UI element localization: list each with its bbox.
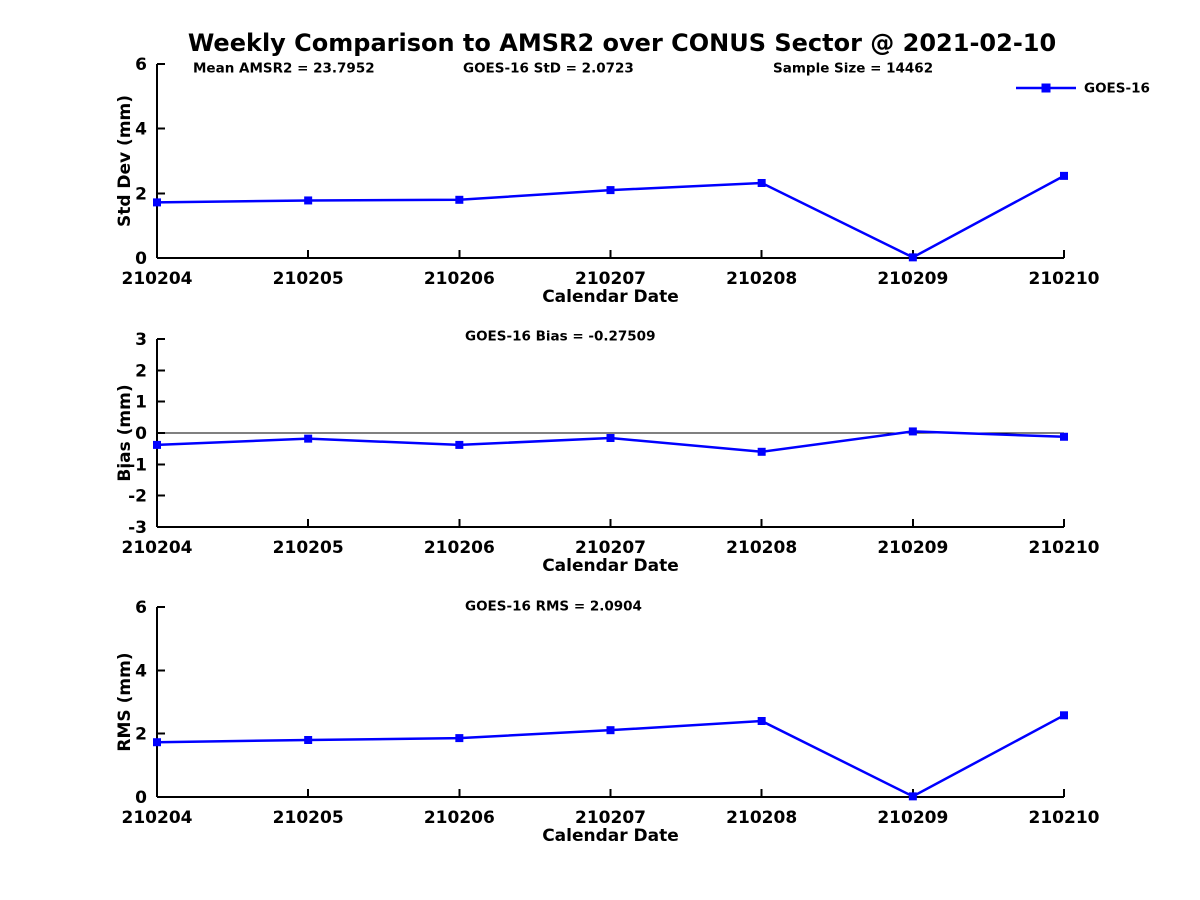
data-point-marker <box>606 434 615 443</box>
y-tick-label: 6 <box>135 55 147 75</box>
x-tick-label: 210205 <box>273 808 344 828</box>
y-tick-label: 2 <box>135 184 147 204</box>
x-tick-label: 210209 <box>877 269 948 289</box>
x-tick-label: 210207 <box>575 538 646 558</box>
y-tick-label: 4 <box>135 661 147 681</box>
x-tick-label: 210210 <box>1029 538 1100 558</box>
y-tick-label: -2 <box>128 487 147 507</box>
x-axis-label: Calendar Date <box>542 556 679 576</box>
annotation: GOES-16 RMS = 2.0904 <box>465 599 642 615</box>
x-axis-label: Calendar Date <box>542 287 679 307</box>
std-dev-panel: 0 2 4 6 210204 210205 210206 210207 210208 210209… <box>115 55 1150 307</box>
chart-title: Weekly Comparison to AMSR2 over CONUS Se… <box>187 29 1057 57</box>
x-axis-label: Calendar Date <box>542 826 679 846</box>
data-point-marker <box>908 253 917 262</box>
legend-label: GOES-16 <box>1084 81 1150 97</box>
data-point-marker <box>908 792 917 801</box>
y-tick-label: 0 <box>135 788 147 808</box>
annotation: Mean AMSR2 = 23.7952 <box>193 61 375 77</box>
y-tick-label: 2 <box>135 361 147 381</box>
x-tick-label: 210208 <box>726 269 797 289</box>
x-tick-label: 210204 <box>122 269 193 289</box>
data-point-marker <box>1060 432 1068 441</box>
annotation: Sample Size = 14462 <box>773 61 933 77</box>
annotation: GOES-16 Bias = -0.27509 <box>465 329 655 345</box>
y-tick-label: -1 <box>128 455 147 475</box>
data-point-marker <box>455 195 464 204</box>
data-point-marker <box>757 447 766 456</box>
y-axis-label: Std Dev (mm) <box>115 95 135 227</box>
x-tick-label: 210208 <box>726 538 797 558</box>
data-point-marker <box>757 178 766 187</box>
x-tick-label: 210210 <box>1029 808 1100 828</box>
x-tick-label: 210208 <box>726 808 797 828</box>
data-point-marker <box>304 434 313 443</box>
legend: GOES-16 <box>1016 81 1150 97</box>
x-tick-label: 210210 <box>1029 269 1100 289</box>
y-tick-label: -3 <box>128 518 147 538</box>
rms-panel: 0 2 4 6 210204 210205 210206 210207 210208 210209… <box>115 598 1100 846</box>
data-point-marker <box>455 440 464 449</box>
y-tick-label: 0 <box>135 249 147 269</box>
annotation: GOES-16 StD = 2.0723 <box>463 61 634 77</box>
x-tick-label: 210204 <box>122 808 193 828</box>
y-tick-label: 1 <box>135 393 147 413</box>
data-point-marker <box>908 427 917 436</box>
x-tick-label: 210206 <box>424 538 495 558</box>
data-point-marker <box>153 738 161 747</box>
data-point-marker <box>1060 711 1068 720</box>
y-axis-label: Bias (mm) <box>115 384 135 481</box>
x-tick-label: 210209 <box>877 808 948 828</box>
data-point-marker <box>757 717 766 725</box>
data-point-marker <box>304 196 313 205</box>
x-tick-label: 210204 <box>122 538 193 558</box>
y-tick-label: 2 <box>135 725 147 745</box>
data-point-marker <box>304 736 313 744</box>
data-point-marker <box>606 186 615 195</box>
data-point-marker <box>153 198 161 207</box>
x-tick-label: 210206 <box>424 808 495 828</box>
x-tick-label: 210205 <box>273 269 344 289</box>
data-point-marker <box>153 440 161 449</box>
x-tick-label: 210205 <box>273 538 344 558</box>
data-point-marker <box>1060 171 1068 180</box>
y-tick-label: 4 <box>135 120 147 140</box>
data-point-marker <box>606 726 615 735</box>
x-tick-label: 210209 <box>877 538 948 558</box>
y-tick-label: 0 <box>135 424 147 444</box>
y-axis-label: RMS (mm) <box>115 652 135 751</box>
y-tick-label: 3 <box>135 330 147 350</box>
x-tick-label: 210207 <box>575 808 646 828</box>
y-tick-label: 6 <box>135 598 147 618</box>
x-tick-label: 210206 <box>424 269 495 289</box>
legend-marker <box>1041 83 1051 93</box>
x-tick-label: 210207 <box>575 269 646 289</box>
data-point-marker <box>455 734 464 743</box>
